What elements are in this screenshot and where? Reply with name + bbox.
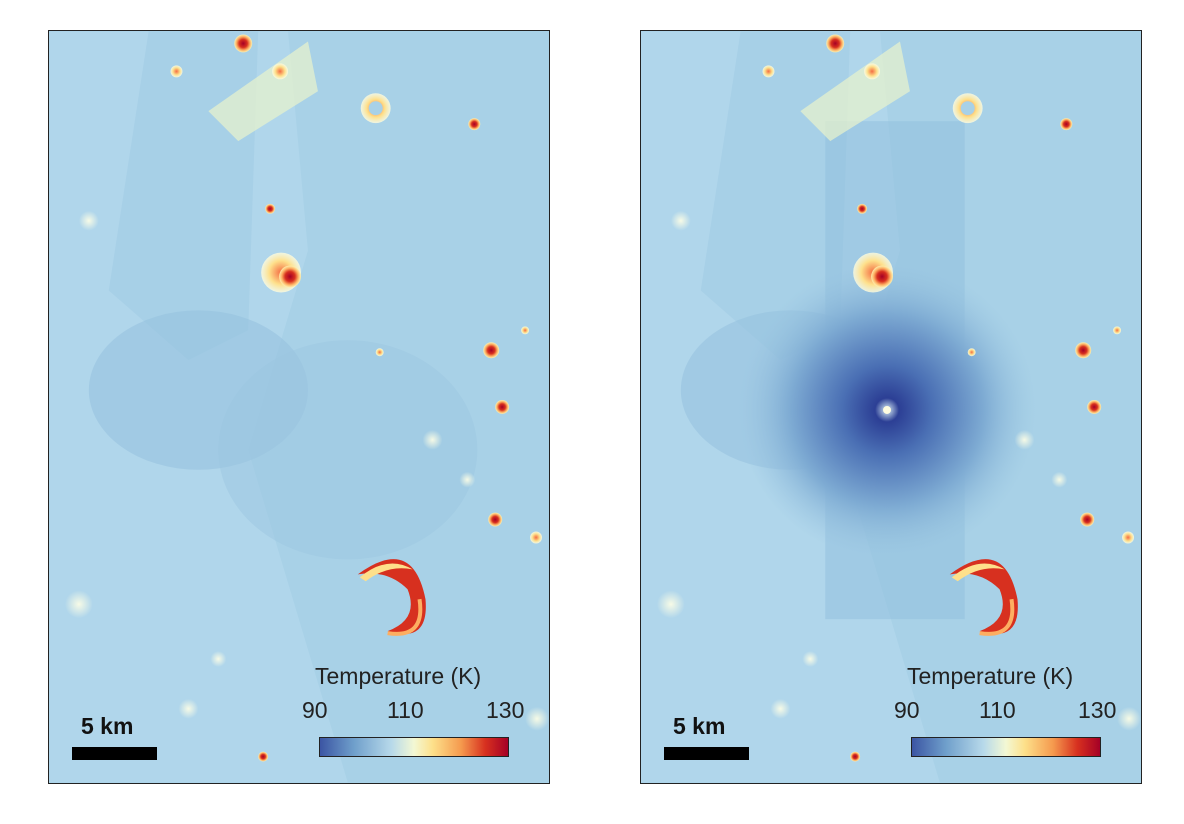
scalebar-label: 5 km (673, 713, 726, 739)
scalebar (72, 747, 157, 760)
colorbar-tick-110: 110 (387, 697, 424, 723)
colorbar-tick-130: 130 (486, 697, 525, 723)
colorbar-tick-90: 90 (894, 697, 920, 723)
colorbar-tick-90: 90 (302, 697, 328, 723)
colorbar (319, 737, 509, 757)
scalebar-label: 5 km (81, 713, 134, 739)
colorbar-title: Temperature (K) (907, 663, 1074, 689)
colorbar (911, 737, 1101, 757)
scalebar (664, 747, 749, 760)
colorbar-tick-130: 130 (1078, 697, 1117, 723)
thermal-map-left: Temperature (K) 90 110 130 5 km (48, 30, 550, 784)
colorbar-title: Temperature (K) (315, 663, 482, 689)
temperature-map-image (641, 31, 1141, 783)
colorbar-tick-110: 110 (979, 697, 1016, 723)
thermal-map-right: Temperature (K) 90 110 130 5 km (640, 30, 1142, 784)
temperature-map-image (49, 31, 549, 783)
